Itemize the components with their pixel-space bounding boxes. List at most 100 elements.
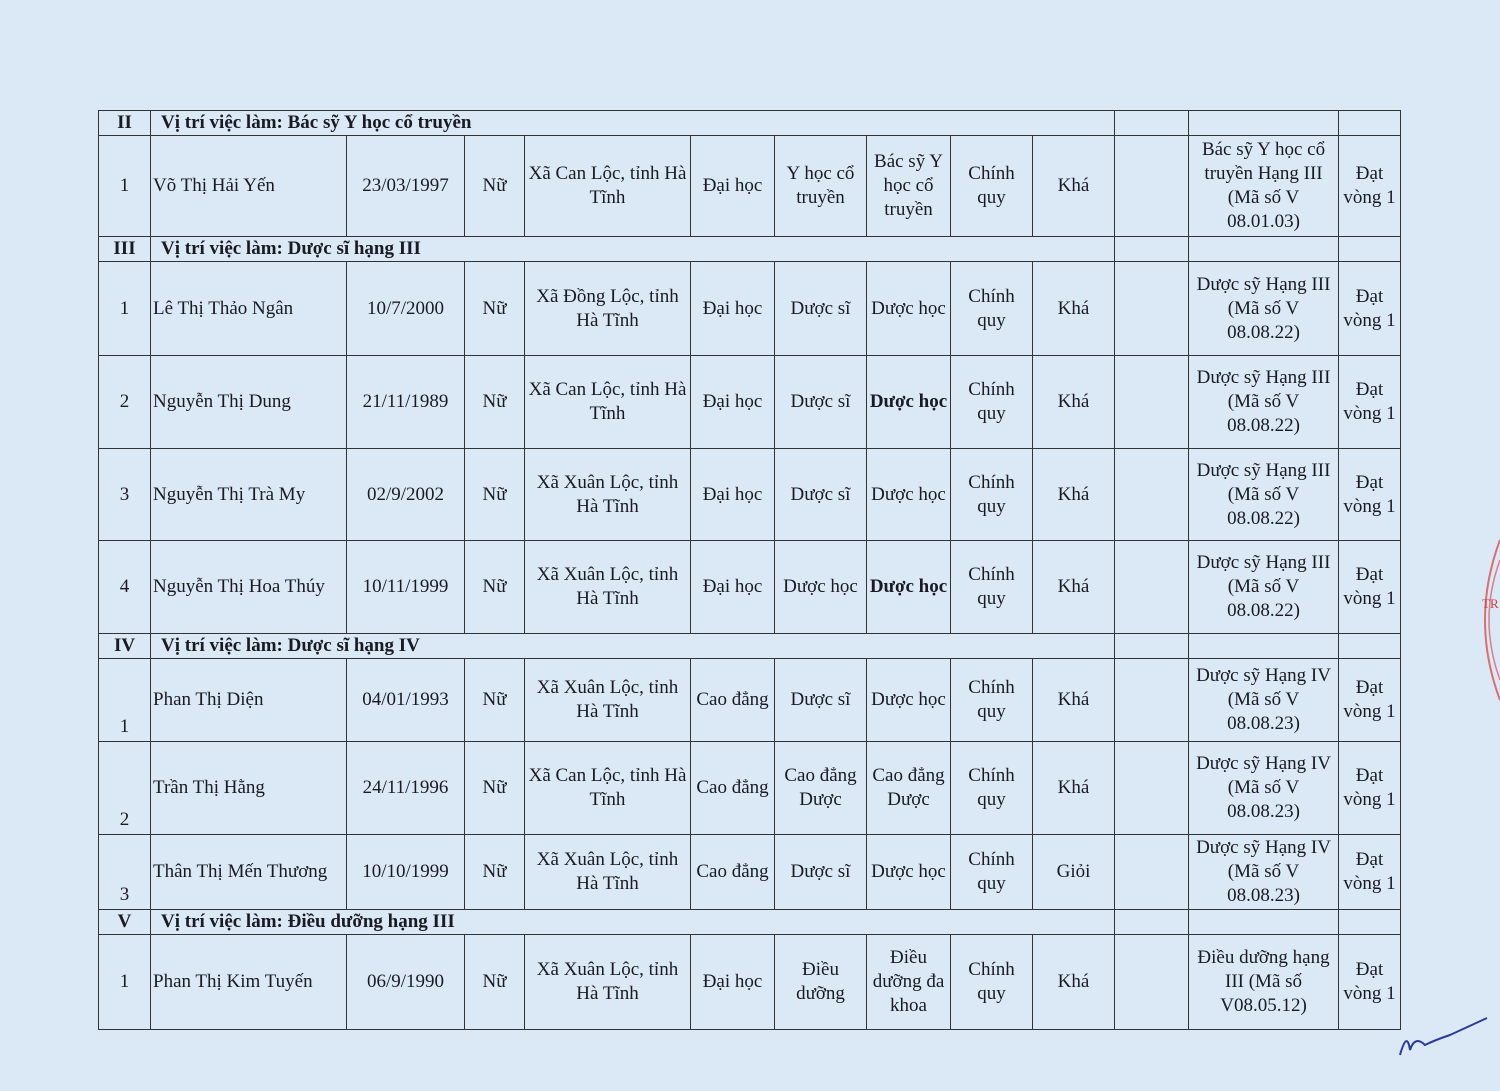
cell-training-form: Chính quy [950, 135, 1033, 237]
cell-result: Đạt vòng 1 [1338, 741, 1402, 835]
cell-address: Xã Xuân Lộc, tỉnh Hà Tĩnh [524, 658, 691, 742]
cell-address: Xã Can Lộc, tỉnh Hà Tĩnh [524, 135, 691, 237]
cell-stt: 1 [98, 934, 151, 1030]
candidate-table: II Vị trí việc làm: Bác sỹ Y học cổ truy… [98, 110, 1402, 1030]
table-row: 2 Nguyễn Thị Dung 21/11/1989 Nữ Xã Can Lộc, … [98, 355, 1402, 449]
empty-cell [1188, 909, 1340, 935]
stamp-text: TR [1482, 596, 1499, 611]
cell-position: Dược sỹ Hạng IV (Mã số V 08.08.23) [1188, 658, 1340, 742]
red-stamp-fragment: TR [1482, 539, 1500, 701]
cell-stt: 2 [98, 355, 151, 449]
cell-result: Đạt vòng 1 [1338, 834, 1402, 910]
cell-gender: Nữ [464, 540, 525, 634]
cell-training-form: Chính quy [950, 540, 1033, 634]
cell-dob: 10/11/1999 [346, 540, 465, 634]
cell-name: Trần Thị Hằng [150, 741, 347, 835]
cell-stt: 4 [98, 540, 151, 634]
cell-stt: 1 [98, 261, 151, 356]
empty-cell [1114, 909, 1190, 935]
section-header: IV Vị trí việc làm: Dược sĩ hạng IV [98, 633, 1402, 659]
cell-degree: Đại học [690, 540, 775, 634]
cell-address: Xã Xuân Lộc, tỉnh Hà Tĩnh [524, 448, 691, 541]
cell-name: Nguyễn Thị Dung [150, 355, 347, 449]
cell-position: Điều dưỡng hạng III (Mã số V08.05.12) [1188, 934, 1340, 1030]
cell-note [1114, 741, 1190, 835]
cell-address: Xã Xuân Lộc, tỉnh Hà Tĩnh [524, 934, 691, 1030]
cell-grade: Khá [1031, 135, 1116, 237]
empty-cell [1338, 633, 1402, 659]
cell-degree: Đại học [690, 135, 775, 237]
cell-specialization: Điều dưỡng đa khoa [866, 934, 951, 1030]
cell-major: Dược sĩ [774, 834, 867, 910]
table-row: 4 Nguyễn Thị Hoa Thúy 10/11/1999 Nữ Xã Xuân … [98, 540, 1402, 634]
cell-training-form: Chính quy [950, 261, 1033, 356]
cell-note [1114, 355, 1190, 449]
cell-grade: Giỏi [1031, 834, 1116, 910]
empty-cell [1338, 110, 1402, 136]
cell-address: Xã Đồng Lộc, tỉnh Hà Tĩnh [524, 261, 691, 356]
section-number: II [98, 110, 151, 136]
cell-major: Y học cổ truyền [774, 135, 867, 237]
cell-dob: 10/10/1999 [346, 834, 465, 910]
cell-stt: 3 [98, 834, 151, 910]
cell-grade: Khá [1031, 741, 1116, 835]
cell-name: Võ Thị Hải Yến [150, 135, 347, 237]
cell-stt: 3 [98, 448, 151, 541]
cell-position: Dược sỹ Hạng III (Mã số V 08.08.22) [1188, 540, 1340, 634]
cell-position: Dược sỹ Hạng IV (Mã số V 08.08.23) [1188, 741, 1340, 835]
cell-grade: Khá [1031, 261, 1116, 356]
cell-result: Đạt vòng 1 [1338, 135, 1402, 237]
cell-gender: Nữ [464, 261, 525, 356]
section-title: Vị trí việc làm: Dược sĩ hạng III [149, 236, 1116, 262]
cell-position: Dược sỹ Hạng IV (Mã số V 08.08.23) [1188, 834, 1340, 910]
cell-stt: 1 [98, 658, 151, 742]
cell-name: Nguyễn Thị Trà My [150, 448, 347, 541]
cell-major: Dược học [774, 540, 867, 634]
cell-gender: Nữ [464, 934, 525, 1030]
empty-cell [1114, 236, 1190, 262]
table-row: 3 Thân Thị Mến Thương 10/10/1999 Nữ Xã Xuân … [98, 834, 1402, 910]
cell-training-form: Chính quy [950, 934, 1033, 1030]
cell-note [1114, 135, 1190, 237]
cell-result: Đạt vòng 1 [1338, 355, 1402, 449]
section-title: Vị trí việc làm: Dược sĩ hạng IV [149, 633, 1116, 659]
cell-training-form: Chính quy [950, 741, 1033, 835]
cell-dob: 02/9/2002 [346, 448, 465, 541]
cell-note [1114, 540, 1190, 634]
cell-name: Phan Thị Diện [150, 658, 347, 742]
empty-cell [1338, 909, 1402, 935]
cell-degree: Đại học [690, 934, 775, 1030]
table-row: 2 Trần Thị Hằng 24/11/1996 Nữ Xã Can Lộc, tỉ… [98, 741, 1402, 835]
cell-address: Xã Xuân Lộc, tỉnh Hà Tĩnh [524, 834, 691, 910]
cell-training-form: Chính quy [950, 355, 1033, 449]
cell-dob: 24/11/1996 [346, 741, 465, 835]
table-row: 1 Phan Thị Kim Tuyến 06/9/1990 Nữ Xã Xuân Lộ… [98, 934, 1402, 1030]
cell-specialization: Cao đẳng Dược [866, 741, 951, 835]
table-row: 1 Lê Thị Thảo Ngân 10/7/2000 Nữ Xã Đồng Lộc,… [98, 261, 1402, 356]
table-row: 1 Võ Thị Hải Yến 23/03/1997 Nữ Xã Can Lộc, t… [98, 135, 1402, 237]
cell-gender: Nữ [464, 658, 525, 742]
section-header: II Vị trí việc làm: Bác sỹ Y học cổ truy… [98, 110, 1402, 136]
cell-degree: Cao đẳng [690, 741, 775, 835]
cell-training-form: Chính quy [950, 448, 1033, 541]
cell-specialization: Dược học [866, 261, 951, 356]
empty-cell [1114, 110, 1190, 136]
empty-cell [1114, 633, 1190, 659]
cell-position: Bác sỹ Y học cổ truyền Hạng III (Mã số V… [1188, 135, 1340, 237]
table-row: 1 Phan Thị Diện 04/01/1993 Nữ Xã Xuân Lộc, t… [98, 658, 1402, 742]
cell-gender: Nữ [464, 135, 525, 237]
cell-address: Xã Xuân Lộc, tỉnh Hà Tĩnh [524, 540, 691, 634]
cell-specialization: Dược học [866, 834, 951, 910]
cell-note [1114, 448, 1190, 541]
cell-note [1114, 261, 1190, 356]
cell-degree: Đại học [690, 448, 775, 541]
cell-grade: Khá [1031, 540, 1116, 634]
empty-cell [1338, 236, 1402, 262]
cell-major: Điều dưỡng [774, 934, 867, 1030]
cell-grade: Khá [1031, 355, 1116, 449]
cell-specialization: Dược học [866, 540, 951, 634]
cell-training-form: Chính quy [950, 834, 1033, 910]
cell-grade: Khá [1031, 658, 1116, 742]
cell-address: Xã Can Lộc, tỉnh Hà Tĩnh [524, 355, 691, 449]
cell-gender: Nữ [464, 741, 525, 835]
